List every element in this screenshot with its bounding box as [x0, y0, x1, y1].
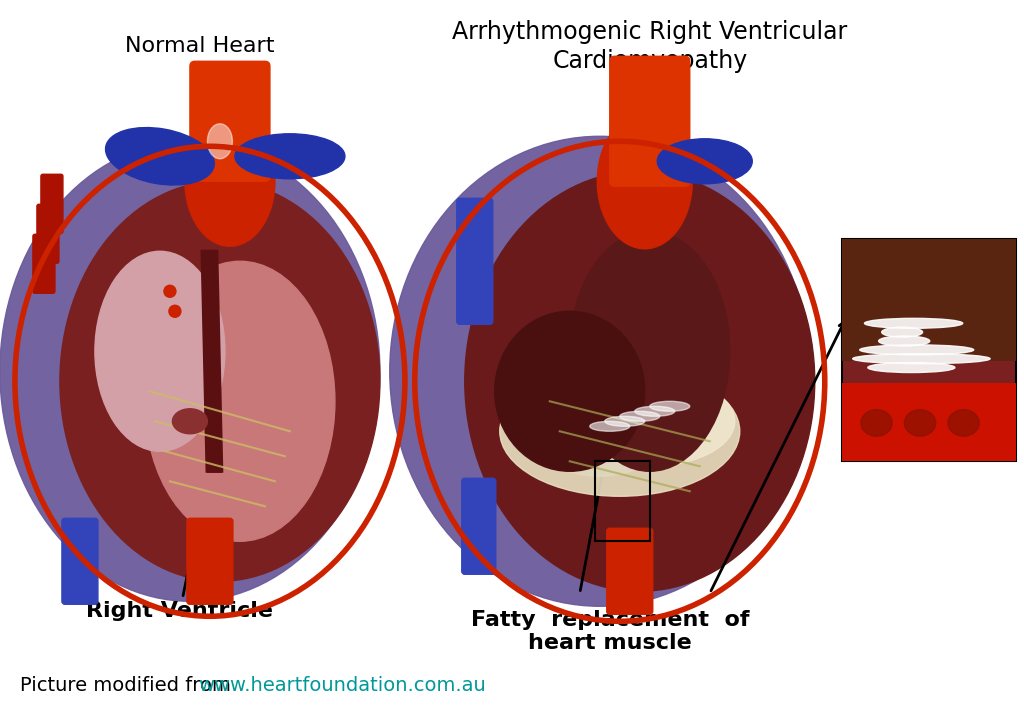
- Ellipse shape: [95, 251, 225, 451]
- Ellipse shape: [164, 286, 176, 297]
- Ellipse shape: [390, 136, 810, 606]
- Text: Arrhythmogenic Right Ventricular
Cardiomyopathy: Arrhythmogenic Right Ventricular Cardiom…: [453, 19, 848, 74]
- Ellipse shape: [948, 410, 979, 436]
- Ellipse shape: [565, 376, 735, 466]
- Text: Right Ventricle: Right Ventricle: [86, 420, 273, 621]
- Ellipse shape: [169, 306, 181, 317]
- Ellipse shape: [105, 128, 214, 185]
- Ellipse shape: [657, 139, 753, 183]
- Ellipse shape: [0, 141, 380, 601]
- Ellipse shape: [495, 311, 645, 471]
- Ellipse shape: [60, 181, 380, 581]
- Ellipse shape: [590, 421, 630, 431]
- Ellipse shape: [904, 410, 936, 436]
- Ellipse shape: [860, 345, 974, 355]
- Text: Picture modified from: Picture modified from: [20, 676, 238, 695]
- Ellipse shape: [650, 401, 690, 411]
- FancyBboxPatch shape: [187, 518, 232, 604]
- Ellipse shape: [540, 406, 659, 476]
- FancyBboxPatch shape: [609, 56, 690, 186]
- Ellipse shape: [569, 231, 730, 471]
- Ellipse shape: [208, 124, 232, 159]
- Ellipse shape: [500, 366, 739, 496]
- Ellipse shape: [853, 353, 990, 363]
- Ellipse shape: [879, 336, 930, 346]
- Text: Normal Heart: Normal Heart: [125, 36, 274, 56]
- Ellipse shape: [185, 116, 274, 246]
- FancyBboxPatch shape: [189, 61, 270, 181]
- Ellipse shape: [861, 410, 892, 436]
- Text: Fatty  replacement  of
heart muscle: Fatty replacement of heart muscle: [470, 610, 749, 653]
- FancyBboxPatch shape: [61, 518, 98, 604]
- FancyBboxPatch shape: [607, 528, 652, 614]
- Ellipse shape: [172, 409, 208, 434]
- Ellipse shape: [597, 114, 692, 248]
- Ellipse shape: [145, 261, 335, 541]
- Bar: [842, 239, 1016, 361]
- Ellipse shape: [882, 327, 923, 337]
- FancyBboxPatch shape: [41, 174, 62, 233]
- Ellipse shape: [605, 416, 645, 426]
- FancyBboxPatch shape: [37, 204, 59, 263]
- Bar: [842, 383, 1016, 461]
- FancyBboxPatch shape: [462, 478, 496, 574]
- Text: www.heartfoundation.com.au: www.heartfoundation.com.au: [198, 676, 485, 695]
- FancyBboxPatch shape: [457, 198, 493, 324]
- FancyBboxPatch shape: [33, 234, 55, 293]
- Ellipse shape: [234, 134, 345, 178]
- Bar: [842, 239, 1016, 461]
- Ellipse shape: [620, 411, 659, 421]
- Ellipse shape: [635, 406, 675, 416]
- Ellipse shape: [864, 318, 963, 328]
- Ellipse shape: [867, 363, 954, 373]
- Bar: [595, 461, 650, 541]
- Ellipse shape: [465, 171, 815, 591]
